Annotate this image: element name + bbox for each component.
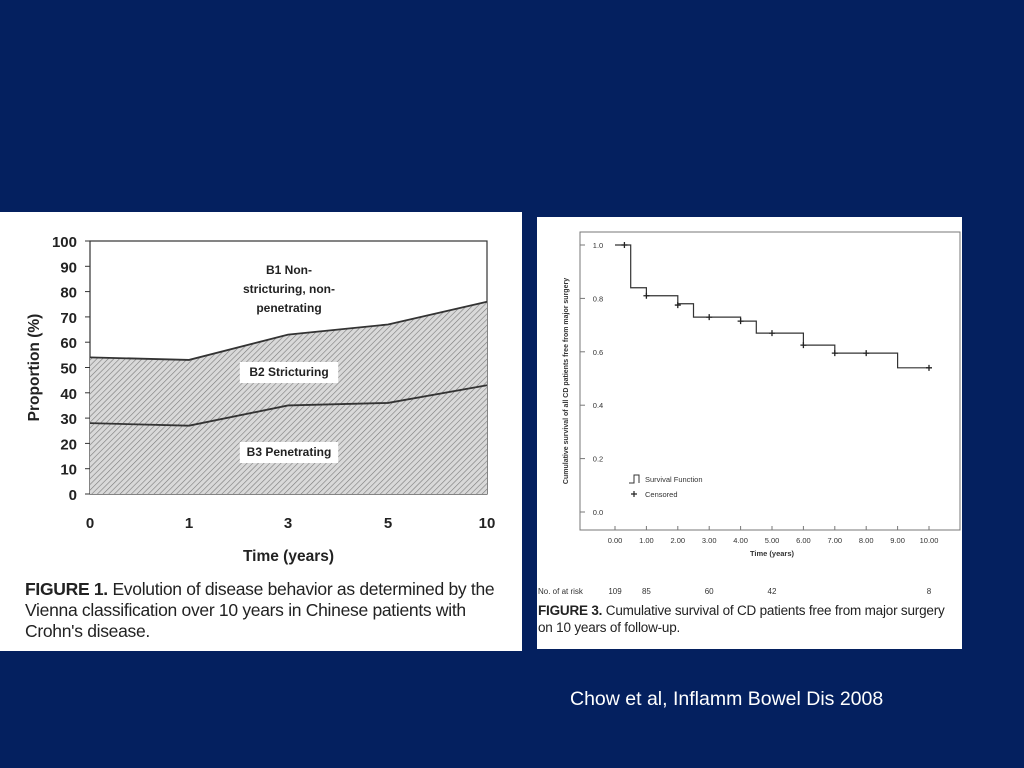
y-tick-label: 0.2 xyxy=(593,455,603,464)
y-tick-label: 70 xyxy=(60,310,77,327)
censored-mark xyxy=(706,314,713,321)
x-tick-label: 7.00 xyxy=(827,536,842,545)
censored-mark xyxy=(831,350,838,357)
y-tick-label: 100 xyxy=(52,234,77,251)
y-tick-label: 40 xyxy=(60,386,77,403)
at-risk-value: 85 xyxy=(642,587,651,596)
figure-3-caption-text: Cumulative survival of CD patients free … xyxy=(538,603,945,635)
region-label: stricturing, non- xyxy=(243,282,335,296)
region-label: penetrating xyxy=(256,301,321,315)
y-tick-label: 80 xyxy=(60,285,77,302)
censored-mark xyxy=(769,330,775,337)
x-tick-label: 2.00 xyxy=(670,536,685,545)
x-axis-label: Time (years) xyxy=(750,549,795,558)
x-tick-label: 3 xyxy=(284,515,292,532)
legend-step-icon xyxy=(629,474,640,484)
figure-1-caption-text: Evolution of disease behavior as determi… xyxy=(25,579,495,641)
citation: Chow et al, Inflamm Bowel Dis 2008 xyxy=(570,688,884,710)
at-risk-value: 42 xyxy=(768,587,777,596)
y-tick-label: 1.0 xyxy=(593,241,603,250)
b3-boundary-line xyxy=(89,384,488,427)
x-tick-label: 1.00 xyxy=(639,536,654,545)
figure-3-caption-label: FIGURE 3. xyxy=(538,603,603,618)
x-tick-label: 9.00 xyxy=(890,536,905,545)
y-tick-label: 0.4 xyxy=(593,401,603,410)
y-axis-label: Proportion (%) xyxy=(26,314,43,422)
b2-boundary-line xyxy=(89,300,488,361)
censored-mark xyxy=(737,318,744,325)
region-label: B1 Non- xyxy=(266,263,312,277)
y-tick-label: 90 xyxy=(60,259,77,276)
y-tick-label: 20 xyxy=(60,436,77,453)
x-tick-label: 4.00 xyxy=(733,536,748,545)
at-risk-value: 8 xyxy=(927,587,932,596)
area-chart: 0 10 20 30 40 50 60 70 80 90 100 0 1 3 5 10 Time (years)… xyxy=(26,234,496,565)
censored-mark xyxy=(621,242,628,248)
at-risk-label: No. of at risk xyxy=(538,587,584,596)
y-tick-label: 0.8 xyxy=(593,294,603,303)
censored-mark xyxy=(863,350,870,357)
y-tick-label: 50 xyxy=(60,361,77,378)
figure-1-caption: FIGURE 1. Evolution of disease behavior … xyxy=(25,579,505,642)
region-label: B3 Penetrating xyxy=(247,445,332,459)
legend-label: Censored xyxy=(645,490,678,499)
region-label-bg xyxy=(239,442,339,463)
at-risk-value: 60 xyxy=(705,587,714,596)
x-tick-label: 6.00 xyxy=(796,536,811,545)
region-label: B2 Stricturing xyxy=(249,365,328,379)
at-risk-value: 109 xyxy=(608,587,622,596)
x-tick-label: 0.00 xyxy=(608,536,623,545)
x-tick-label: 0 xyxy=(86,515,94,532)
figure-3-panel: 0.0 0.2 0.4 0.6 0.8 1.0 0.00 1.00 2.00 3.00 4.00 5.… xyxy=(537,217,962,649)
y-tick-label: 0.6 xyxy=(593,348,603,357)
legend-label: Survival Function xyxy=(645,475,703,484)
x-tick-label: 10.00 xyxy=(920,536,939,545)
x-tick-label: 1 xyxy=(185,515,193,532)
y-tick-label: 30 xyxy=(60,411,77,428)
figure-1-caption-label: FIGURE 1. xyxy=(25,579,108,599)
y-tick-label: 0 xyxy=(69,487,77,504)
legend-censored-icon xyxy=(631,491,637,497)
plot-frame xyxy=(579,231,961,531)
x-axis-label: Time (years) xyxy=(243,548,334,565)
y-tick-label: 10 xyxy=(60,462,77,479)
censored-mark xyxy=(674,302,681,309)
y-tick-label: 60 xyxy=(60,335,77,352)
x-tick-label: 5.00 xyxy=(765,536,780,545)
y-tick-label: 0.0 xyxy=(593,508,603,517)
region-label-bg xyxy=(239,362,339,383)
censored-mark xyxy=(800,342,807,349)
censored-mark xyxy=(926,364,932,371)
y-axis-label: Cumulative survival of all CD patients f… xyxy=(563,278,570,484)
x-tick-label: 3.00 xyxy=(702,536,717,545)
survival-chart: 0.0 0.2 0.4 0.6 0.8 1.0 0.00 1.00 2.00 3.00 4.00 5.… xyxy=(538,231,961,596)
censored-mark xyxy=(643,292,650,299)
x-tick-label: 8.00 xyxy=(859,536,874,545)
x-tick-label: 10 xyxy=(479,515,496,532)
figure-3-caption: FIGURE 3. Cumulative survival of CD pati… xyxy=(538,602,958,636)
figure-1-panel: 0 10 20 30 40 50 60 70 80 90 100 0 1 3 5 10 Time (years)… xyxy=(0,212,522,651)
x-tick-label: 5 xyxy=(384,515,392,532)
hatched-area xyxy=(90,301,487,494)
